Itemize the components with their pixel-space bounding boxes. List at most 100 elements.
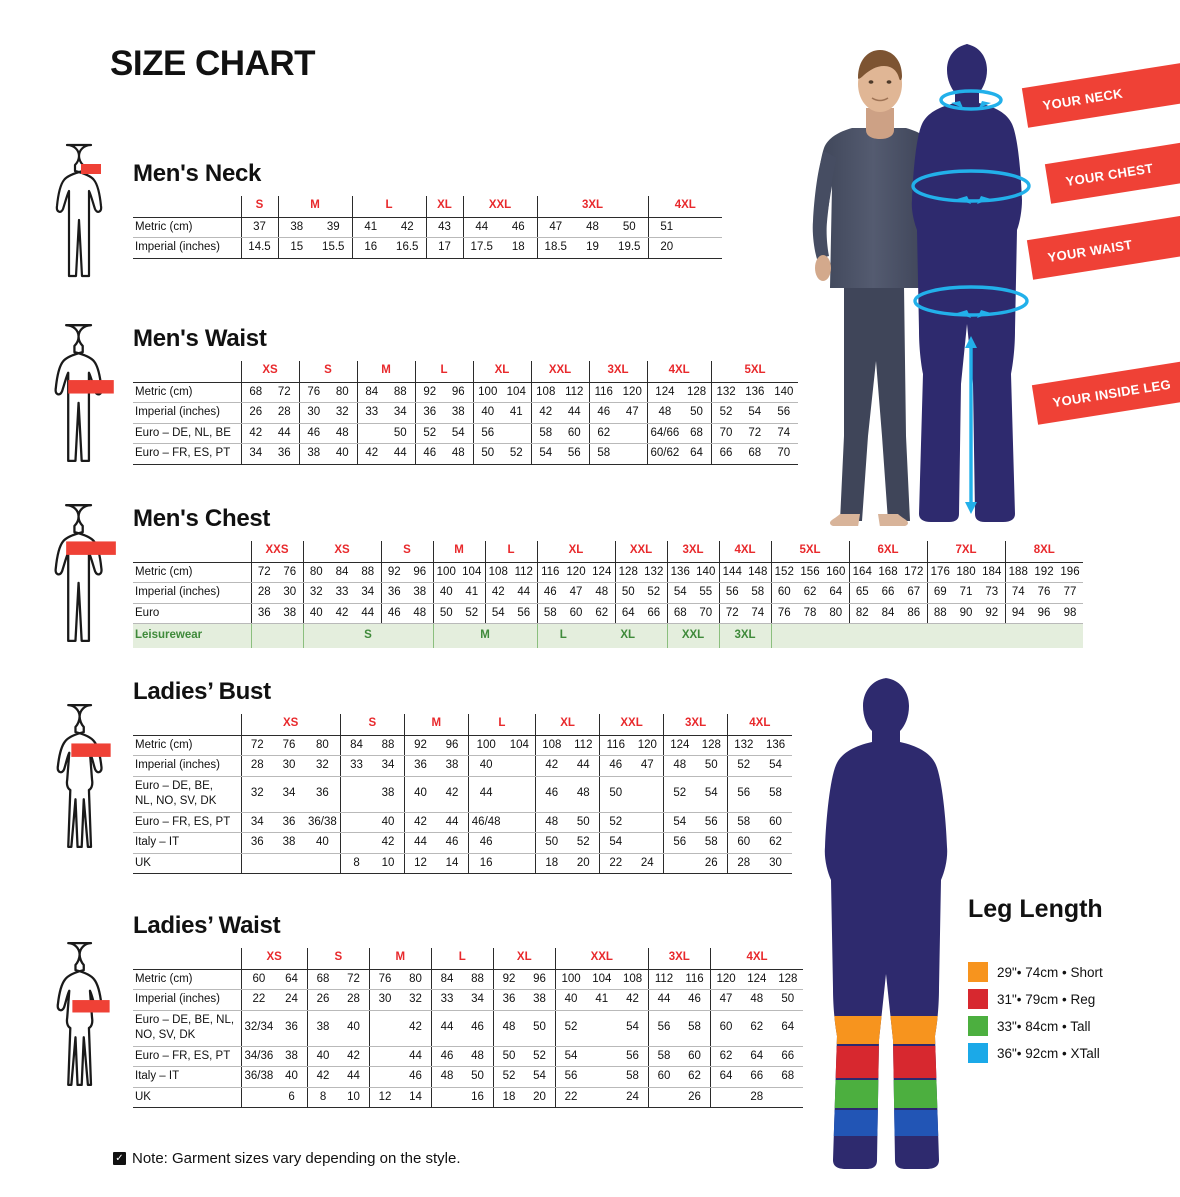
table-cell: 66 bbox=[772, 1046, 804, 1068]
table-cell bbox=[631, 776, 664, 813]
table-ladies-waist: XS S M L XL XXL 3XL 4XL Metric (cm) 60 64 68 72 76 80 8… bbox=[133, 948, 804, 1109]
row-label: Metric (cm) bbox=[133, 969, 241, 991]
table-cell: 62 bbox=[679, 1066, 711, 1088]
table-cell: 96 bbox=[1031, 603, 1057, 625]
table-cell: 44 bbox=[403, 832, 437, 854]
table-cell: 28 bbox=[240, 755, 273, 777]
row-label: Euro – FR, ES, PT bbox=[133, 1046, 241, 1068]
leg-length-heading: Leg Length bbox=[968, 895, 1103, 923]
leisurewear-cell bbox=[770, 623, 1083, 648]
size-group-3XL: 3XL bbox=[588, 361, 647, 383]
table-cell: 44 bbox=[467, 776, 504, 813]
table-cell: 68 bbox=[772, 1066, 804, 1088]
leisurewear-cell bbox=[250, 623, 303, 648]
size-group-L: L bbox=[430, 948, 494, 970]
size-group-XL: XL bbox=[472, 361, 531, 383]
table-cell: 48 bbox=[646, 402, 683, 424]
leg-length-legend-label: 36"• 92cm • XTall bbox=[997, 1045, 1100, 1061]
table-cell: 52 bbox=[567, 832, 600, 854]
table-cell bbox=[631, 832, 664, 854]
table-cell: 32 bbox=[302, 582, 329, 604]
table-cell: 60 bbox=[679, 1046, 711, 1068]
table-cell: 58 bbox=[727, 812, 760, 834]
table-cell: 26 bbox=[695, 853, 728, 875]
label-your-chest: YOUR CHEST bbox=[1044, 138, 1180, 204]
table-cell: 36 bbox=[276, 1010, 308, 1047]
table-cell: 39 bbox=[315, 217, 352, 239]
table-cell: 42 bbox=[240, 423, 270, 445]
table-cell: 92 bbox=[979, 603, 1005, 625]
male-body-neck-icon bbox=[55, 140, 127, 285]
table-cell: 26 bbox=[306, 989, 339, 1011]
table-cell: 50 bbox=[682, 402, 712, 424]
table-cell bbox=[503, 755, 536, 777]
table-cell: 52 bbox=[599, 812, 632, 834]
table-cell: 46 bbox=[414, 443, 444, 465]
table-row: Euro – FR, ES, PT 34/36 38 40 42 44 46 48 50 52 54… bbox=[133, 1046, 804, 1068]
table-cell: 42 bbox=[306, 1066, 339, 1088]
row-label: Euro – FR, ES, PT bbox=[133, 812, 241, 834]
section-ladies-waist: Ladies’ Waist XS S M L XL XXL 3XL 4XL Metric (cm… bbox=[133, 912, 804, 1109]
table-cell: 12 bbox=[368, 1087, 401, 1109]
table-cell bbox=[663, 853, 696, 875]
leg-length-legend-item: 31"• 79cm • Reg bbox=[968, 989, 1103, 1009]
table-cell: 16.5 bbox=[389, 237, 426, 259]
leisurewear-cell: L bbox=[536, 623, 589, 648]
table-cell: 54 bbox=[530, 443, 560, 465]
table-cell: 50 bbox=[462, 1066, 494, 1088]
table-cell: 41 bbox=[459, 582, 485, 604]
table-cell: 24 bbox=[617, 1087, 649, 1109]
table-row: Euro – FR, ES, PT 34 36 36/38 40 42 44 46/48 48 5… bbox=[133, 812, 792, 834]
table-header-row: XXS XS S M L XL XXL 3XL 4XL 5XL 6XL 7XL 8XL bbox=[133, 541, 1083, 563]
table-cell: 38 bbox=[444, 402, 473, 424]
table-cell: 60/62 bbox=[646, 443, 683, 465]
table-cell: 47 bbox=[536, 217, 574, 239]
table-cell: 40 bbox=[554, 989, 587, 1011]
table-cell: 42 bbox=[356, 443, 386, 465]
table-cell: 48 bbox=[567, 776, 600, 813]
row-label: Euro – DE, NL, BE bbox=[133, 423, 241, 445]
table-cell: 38 bbox=[436, 755, 469, 777]
table-cell: 40 bbox=[372, 812, 405, 834]
table-cell: 40 bbox=[276, 1066, 308, 1088]
table-cell: 112 bbox=[560, 382, 589, 404]
table-cell: 46 bbox=[588, 402, 618, 424]
table-cell: 36 bbox=[492, 989, 525, 1011]
table-cell: 120 bbox=[618, 382, 647, 404]
table-cell: 44 bbox=[270, 423, 299, 445]
color-swatch-icon bbox=[968, 962, 988, 982]
size-group-S: S bbox=[240, 196, 278, 218]
section-heading: Ladies’ Bust bbox=[133, 678, 271, 705]
table-cell: 40 bbox=[432, 582, 459, 604]
table-cell: 18 bbox=[500, 237, 537, 259]
table-cell: 15 bbox=[277, 237, 315, 259]
table-cell: 100 bbox=[467, 735, 504, 757]
table-cell: 62 bbox=[741, 1010, 773, 1047]
table-cell: 46 bbox=[679, 989, 711, 1011]
table-cell: 172 bbox=[901, 562, 927, 584]
leg-length-silhouette bbox=[824, 678, 948, 1169]
row-label: UK bbox=[133, 853, 241, 875]
table-cell: 44 bbox=[430, 1010, 463, 1047]
table-cell: 64 bbox=[709, 1066, 742, 1088]
size-group-M: M bbox=[356, 361, 415, 383]
row-label: Imperial (inches) bbox=[133, 237, 241, 259]
table-cell: 48 bbox=[574, 217, 611, 239]
table-cell: 128 bbox=[772, 969, 804, 991]
table-cell: 148 bbox=[745, 562, 771, 584]
table-cell: 52 bbox=[641, 582, 667, 604]
table-cell bbox=[368, 1046, 401, 1068]
table-cell: 120 bbox=[709, 969, 742, 991]
size-group-6XL: 6XL bbox=[848, 541, 927, 563]
table-cell bbox=[647, 1087, 680, 1109]
leg-length-legend-item: 36"• 92cm • XTall bbox=[968, 1043, 1103, 1063]
table-cell: 124 bbox=[589, 562, 615, 584]
table-cell: 55 bbox=[693, 582, 719, 604]
table-cell: 30 bbox=[368, 989, 401, 1011]
table-cell: 66 bbox=[710, 443, 741, 465]
row-label: Euro – DE, BE, NL, NO, SV, DK bbox=[133, 1010, 241, 1047]
table-cell: 40 bbox=[403, 776, 437, 813]
table-cell: 8 bbox=[306, 1087, 339, 1109]
table-cell: 50 bbox=[611, 217, 648, 239]
table-cell: 48 bbox=[462, 1046, 494, 1068]
